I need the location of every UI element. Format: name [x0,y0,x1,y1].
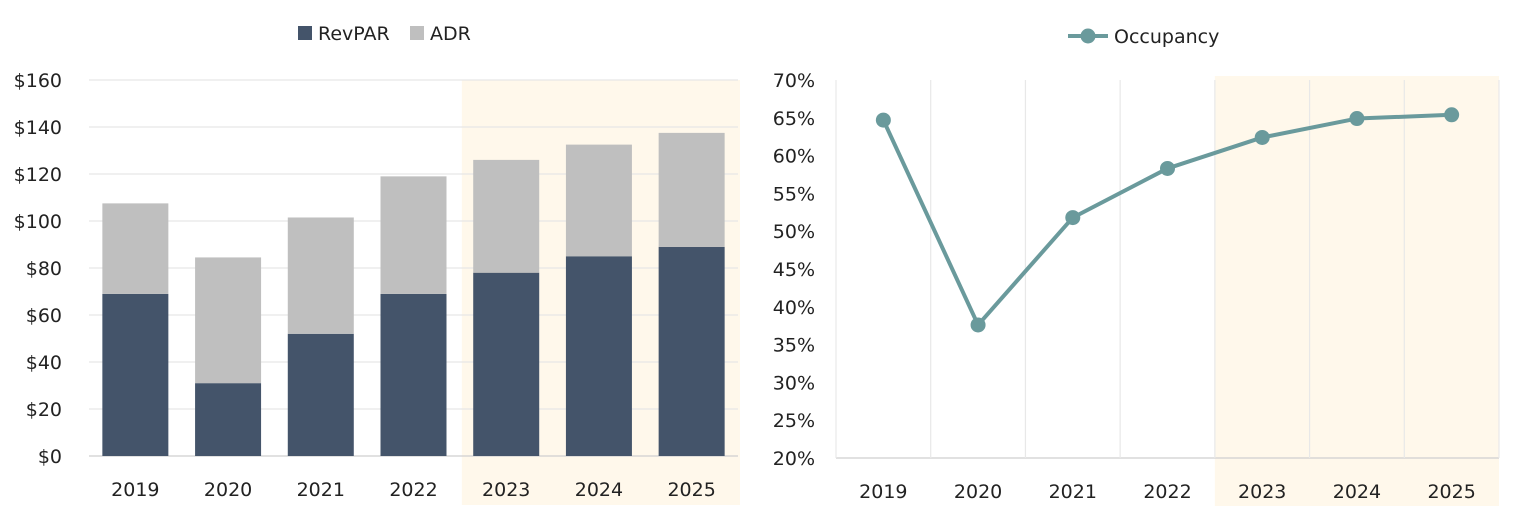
bar-adr-2023 [473,159,540,273]
x-tick-label: 2021 [297,479,345,501]
y-tick-label: 45% [773,259,815,281]
x-tick-label: 2020 [954,481,1002,503]
bar-chart: $0 $20 $40 $60 $80 $100 $120 $140 $160 2019 2020 20… [14,23,740,505]
y-tick-label: 30% [773,372,815,394]
bar-revpar-2022 [380,293,447,456]
bar-adr-2021 [287,217,354,334]
point-2020 [970,317,986,333]
y-tick-label: 40% [773,297,815,319]
bar-revpar-2021 [287,333,354,456]
legend-swatch-revpar [298,26,312,40]
y-tick-label: 65% [773,108,815,130]
x-tick-label: 2025 [1427,481,1475,503]
x-tick-label: 2020 [204,479,252,501]
bar-revpar-2019 [102,293,169,456]
x-tick-label: 2024 [575,479,623,501]
x-tick-label: 2021 [1049,481,1097,503]
point-2019 [875,112,891,128]
line-chart: 20% 25% 30% 35% 40% 45% 50% 55% 60% 65% 70% 2019 202… [773,26,1500,506]
y-tick-label: $100 [14,211,62,233]
bar-revpar-2025 [658,246,725,456]
forecast-highlight-band [1214,76,1499,506]
point-2025 [1444,107,1460,123]
y-tick-label: 50% [773,221,815,243]
point-2023 [1254,129,1270,145]
y-tick-label: 70% [773,70,815,92]
x-tick-label: 2025 [667,479,715,501]
point-2021 [1065,210,1081,226]
y-tick-label: $20 [26,399,62,421]
legend: RevPAR ADR [298,23,471,45]
x-tick-label: 2019 [111,479,159,501]
y-tick-label: $0 [38,446,62,468]
legend-marker-occupancy [1080,28,1096,44]
y-tick-label: 25% [773,410,815,432]
point-2024 [1349,111,1365,127]
x-tick-label: 2023 [482,479,530,501]
y-tick-label: $160 [14,70,62,92]
legend-label: ADR [430,23,471,45]
y-tick-label: $60 [26,305,62,327]
bar-revpar-2024 [565,256,632,456]
x-tick-label: 2024 [1333,481,1381,503]
x-tick-label: 2022 [389,479,437,501]
bar-adr-2019 [102,203,169,294]
y-tick-label: $40 [26,352,62,374]
point-2022 [1160,160,1175,176]
bar-adr-2022 [380,176,447,294]
legend-label: Occupancy [1114,26,1219,48]
bar-adr-2025 [658,132,725,247]
x-tick-label: 2019 [859,481,907,503]
y-tick-label: $140 [14,117,62,139]
y-tick-label: $120 [14,164,62,186]
y-tick-label: $80 [26,258,62,280]
legend: Occupancy [1068,26,1219,48]
legend-label: RevPAR [318,23,390,45]
x-tick-label: 2023 [1238,481,1286,503]
bar-adr-2024 [565,144,632,257]
x-tick-label: 2022 [1143,481,1191,503]
bar-adr-2020 [195,257,262,384]
legend-swatch-adr [410,26,424,40]
bar-revpar-2023 [473,272,540,456]
bar-revpar-2020 [195,383,262,456]
y-tick-label: 55% [773,183,815,205]
y-tick-label: 60% [773,146,815,168]
y-tick-label: 35% [773,335,815,357]
y-tick-label: 20% [773,448,815,470]
